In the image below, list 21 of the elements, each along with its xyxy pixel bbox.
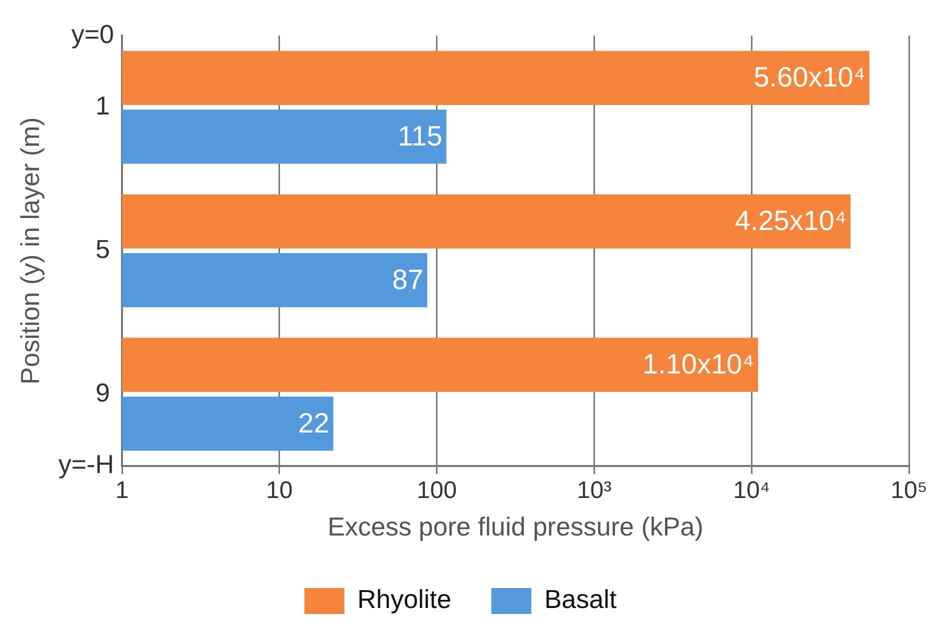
data-label: 87 bbox=[392, 264, 424, 295]
data-label: 1.10x10⁴ bbox=[642, 348, 754, 380]
x-tick-label: 10⁵ bbox=[890, 477, 928, 504]
text: y=0 bbox=[71, 18, 114, 49]
x-tick-label: 10⁴ bbox=[733, 477, 770, 504]
y-tick-label: 5 bbox=[96, 234, 110, 264]
data-label: 115 bbox=[398, 120, 442, 152]
x-tick-label: 10 bbox=[266, 477, 293, 504]
x-tick-label: 10³ bbox=[576, 477, 612, 504]
x-axis-title: Excess pore fluid pressure (kPa) bbox=[328, 512, 704, 542]
text: y=-H bbox=[58, 449, 114, 480]
legend-label: Rhyolite bbox=[357, 584, 452, 614]
legend-label: Basalt bbox=[544, 584, 618, 614]
data-label: 5.60x10⁴ bbox=[754, 62, 866, 93]
data-label: 22 bbox=[298, 407, 330, 438]
data-label: 4.25x10⁴ bbox=[734, 205, 847, 236]
y-axis-title: Position (y) in layer (m) bbox=[14, 117, 45, 384]
y-tick-label: 9 bbox=[96, 377, 110, 408]
x-tick-label: 1 bbox=[115, 477, 129, 504]
y-tick-label: 1 bbox=[96, 90, 110, 121]
x-tick-label: 100 bbox=[416, 477, 457, 504]
